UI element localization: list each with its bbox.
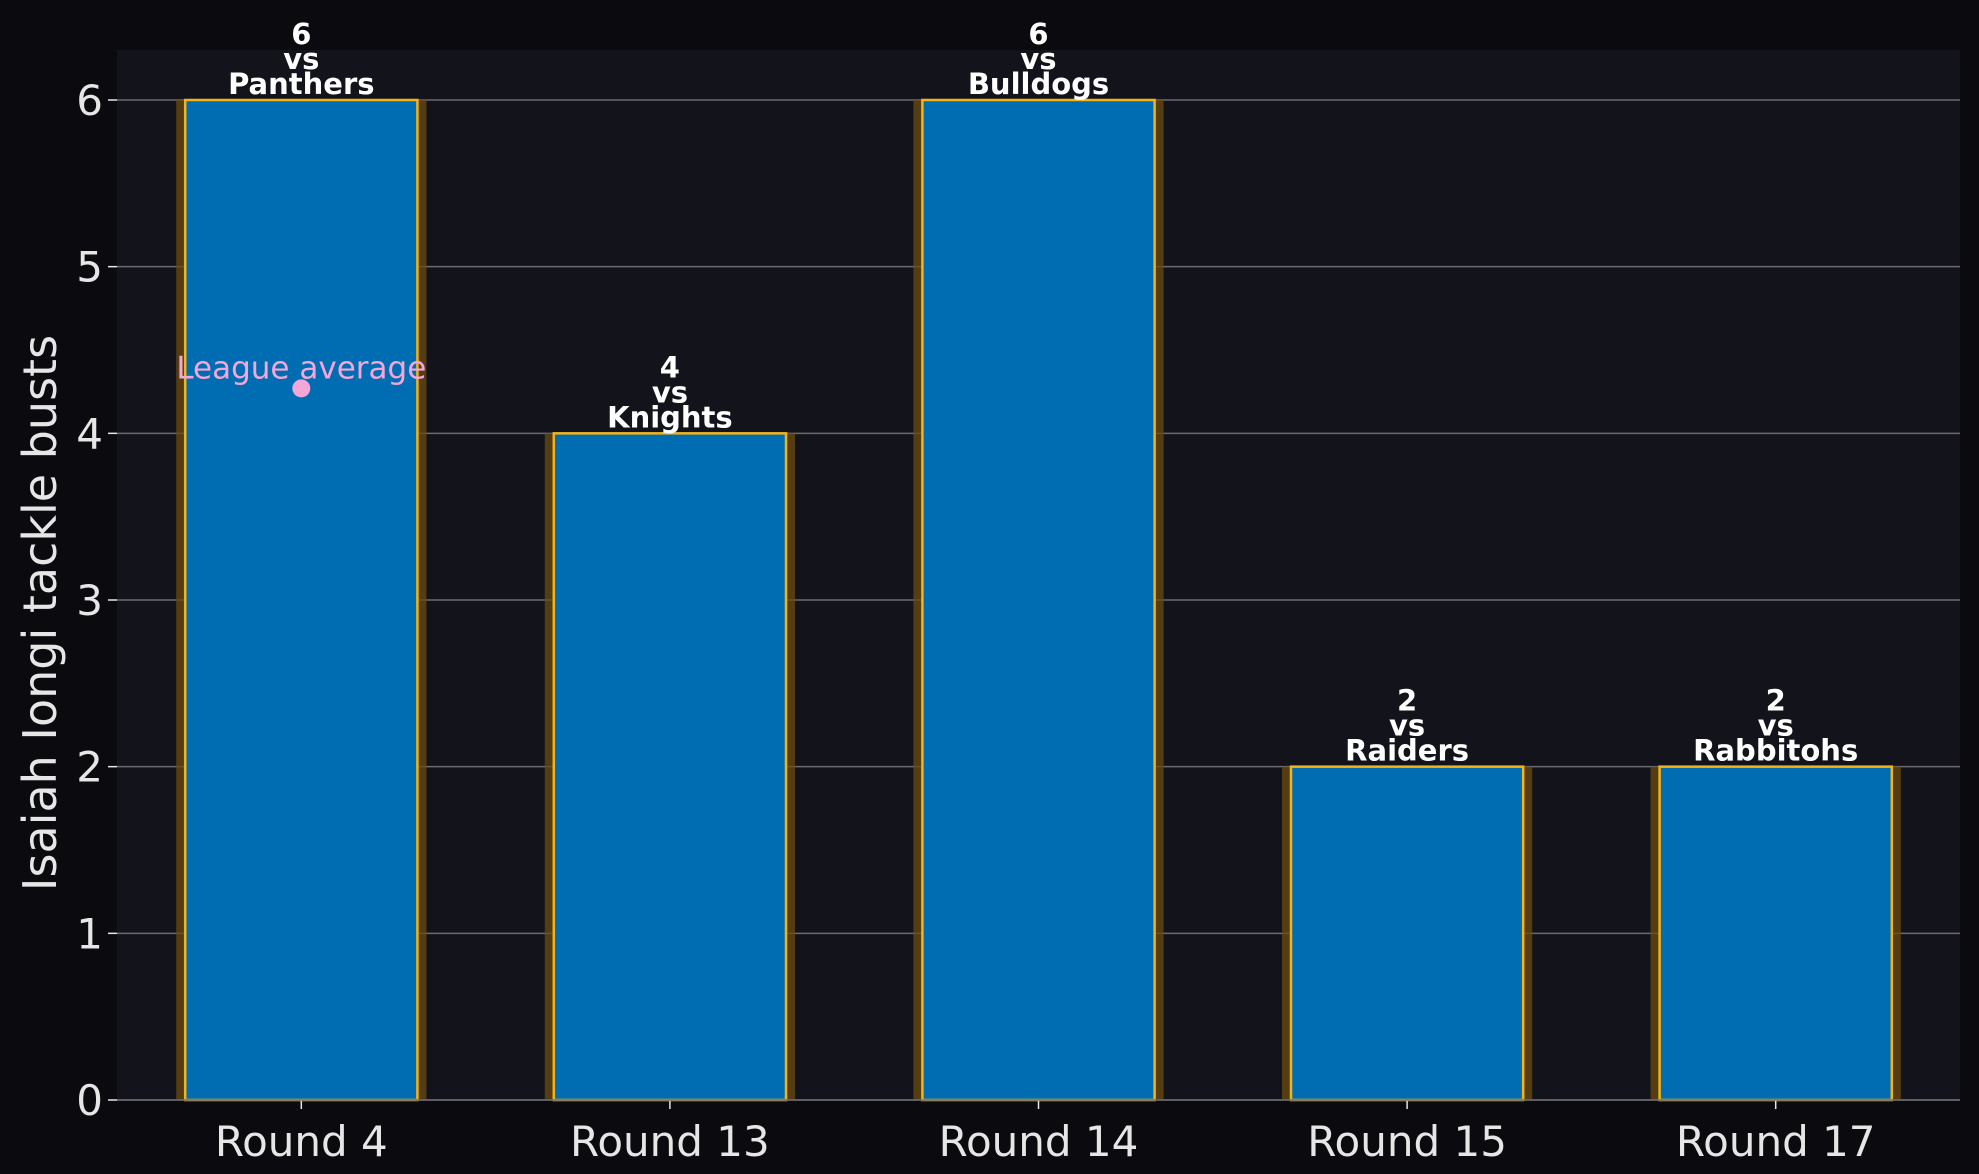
bar <box>1658 765 1894 1102</box>
y-tick-label: 2 <box>76 743 103 792</box>
bar <box>183 98 419 1102</box>
y-tick-label: 3 <box>76 576 103 625</box>
x-tick-label: Round 4 <box>215 1117 388 1166</box>
y-tick-label: 1 <box>76 909 103 958</box>
bar-value-label: 2 <box>1397 684 1417 718</box>
league-average-label: League average <box>176 350 426 386</box>
bars <box>176 98 1901 1102</box>
bar <box>552 432 788 1102</box>
bar-value-label: 6 <box>1028 17 1048 51</box>
bar-vs-label: vs <box>1020 42 1056 76</box>
bar-opponent-label: Panthers <box>228 67 374 101</box>
bar-opponent-label: Raiders <box>1345 734 1469 768</box>
bar-value-label: 6 <box>291 17 311 51</box>
bar-labels: 6vsPanthers4vsKnights6vsBulldogs2vsRaide… <box>228 17 1858 768</box>
bar-value-label: 2 <box>1766 684 1786 718</box>
x-tick-label: Round 14 <box>939 1117 1139 1166</box>
axes: 0 1 2 3 4 5 6 Round 4 Round 13 Round 14 Round 15 Ro… <box>76 76 1960 1166</box>
x-tick-label: Round 15 <box>1307 1117 1507 1166</box>
y-tick-label: 4 <box>76 409 103 458</box>
bar-vs-label: vs <box>652 375 688 409</box>
bar-vs-label: vs <box>283 42 319 76</box>
x-tick-label: Round 17 <box>1676 1117 1876 1166</box>
bar-opponent-label: Knights <box>607 400 733 434</box>
bar-opponent-label: Rabbitohs <box>1693 734 1858 768</box>
league-average-dot <box>292 379 311 398</box>
bar-vs-label: vs <box>1389 709 1425 743</box>
bar-value-label: 4 <box>660 350 680 384</box>
x-tick-label: Round 13 <box>570 1117 770 1166</box>
y-tick-label: 6 <box>76 76 103 125</box>
bar <box>1289 765 1525 1102</box>
y-tick-label: 0 <box>76 1076 103 1125</box>
y-axis-title: Isaiah Iongi tackle busts <box>13 335 67 891</box>
bar-opponent-label: Bulldogs <box>968 67 1109 101</box>
league-average-marker: League average <box>176 350 426 398</box>
bar <box>921 98 1156 1102</box>
y-tick-label: 5 <box>76 243 103 292</box>
bar-vs-label: vs <box>1758 709 1794 743</box>
